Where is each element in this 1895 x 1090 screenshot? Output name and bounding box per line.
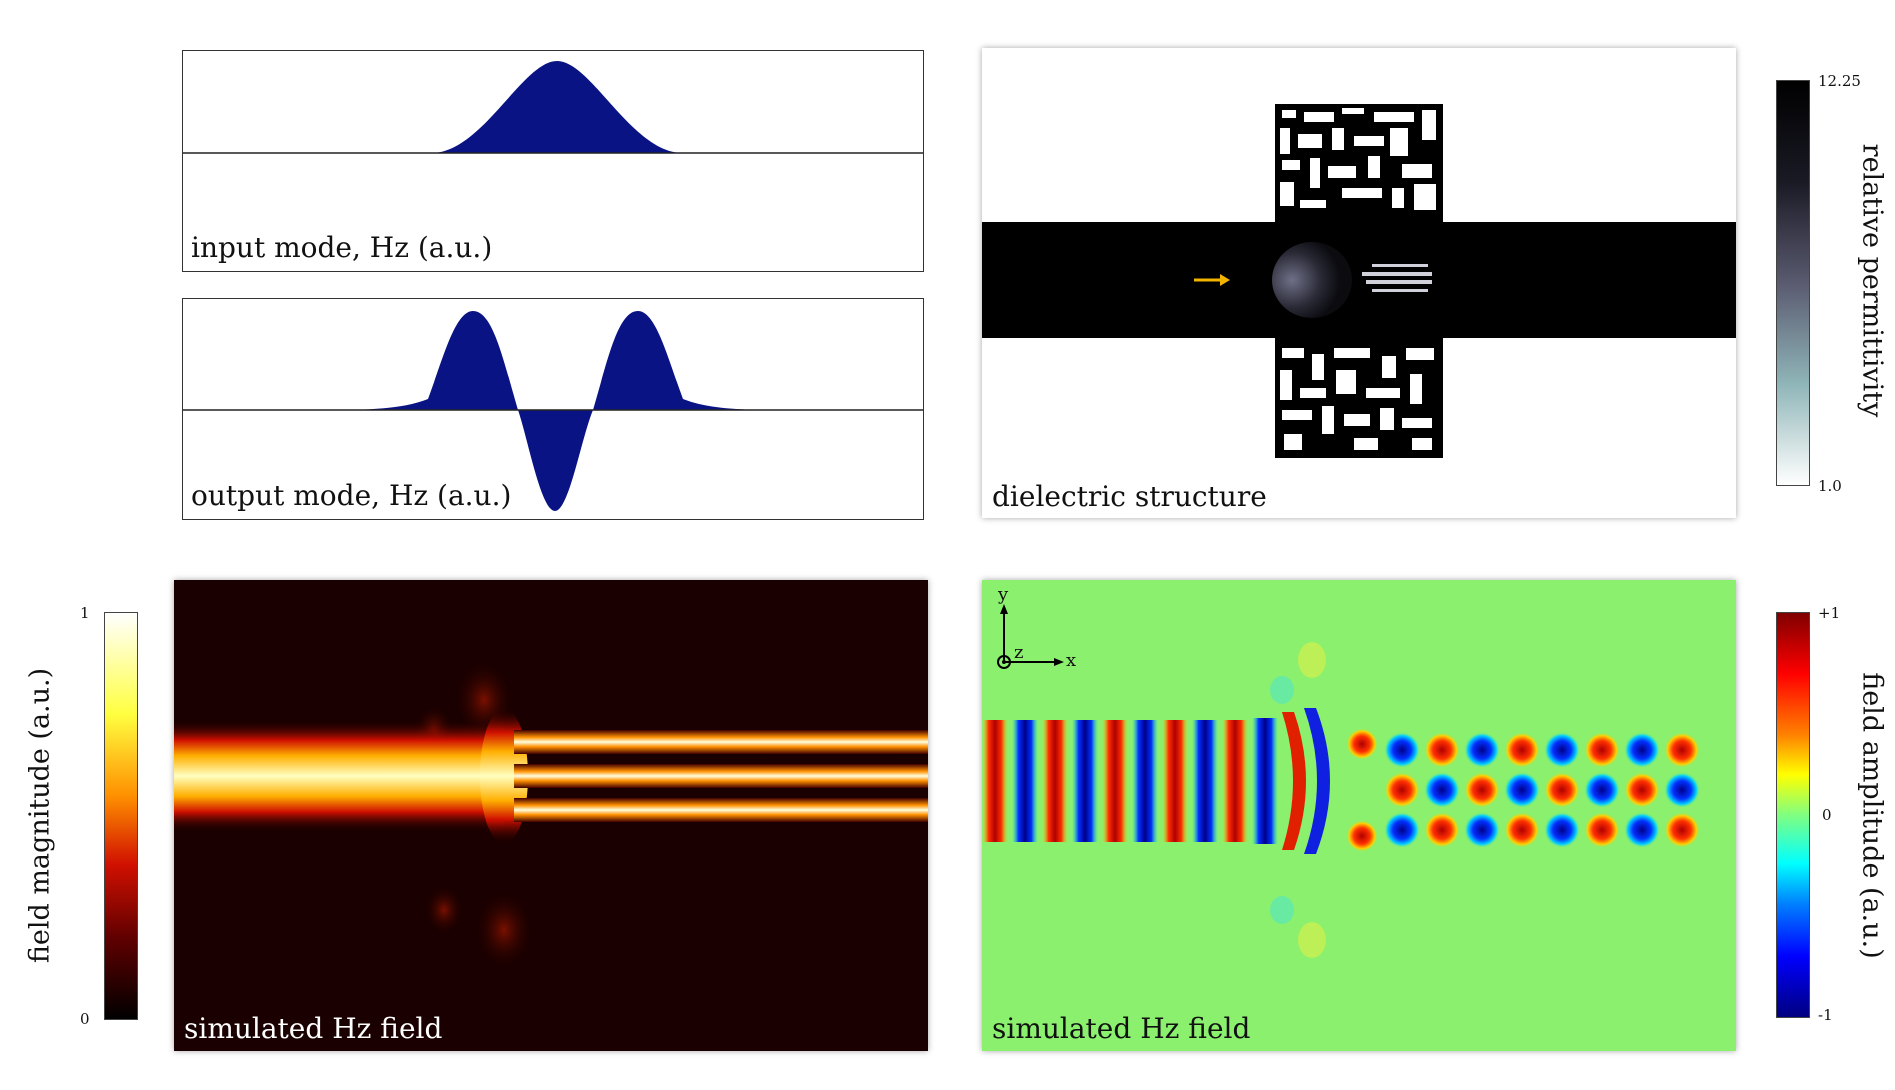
dielectric-structure-plot xyxy=(982,104,1736,458)
magnitude-output-line-bottom xyxy=(514,798,928,822)
amplitude-colorbar-title: field amplitude (a.u.) xyxy=(1856,672,1888,959)
dielectric-structure-label: dielectric structure xyxy=(992,480,1267,513)
magnitude-output-line-top xyxy=(514,730,928,754)
axis-indicator xyxy=(997,604,1064,669)
output-mode-plot xyxy=(183,311,923,511)
field-amplitude-label: simulated Hz field xyxy=(992,1012,1251,1045)
amplitude-output-lobes xyxy=(1346,728,1700,852)
permittivity-min-label: 1.0 xyxy=(1818,477,1842,495)
input-mode-panel: input mode, Hz (a.u.) xyxy=(182,50,924,272)
magnitude-min-label: 0 xyxy=(80,1010,90,1028)
amplitude-max-label: +1 xyxy=(1818,604,1841,622)
axis-label-z: z xyxy=(1014,642,1024,663)
field-magnitude-plot xyxy=(174,660,928,970)
permittivity-colorbar xyxy=(1776,80,1810,486)
output-mode-curve xyxy=(353,311,758,511)
amplitude-colorbar xyxy=(1776,612,1810,1018)
amplitude-input-wave xyxy=(982,708,1330,854)
magnitude-output-line-mid xyxy=(514,764,928,788)
amplitude-mid-label: 0 xyxy=(1822,806,1832,824)
input-mode-label: input mode, Hz (a.u.) xyxy=(191,231,493,264)
output-mode-panel: output mode, Hz (a.u.) xyxy=(182,298,924,520)
field-amplitude-panel: y z x simulated Hz field xyxy=(982,580,1736,1051)
input-arrow xyxy=(1194,274,1230,286)
axis-label-y: y xyxy=(998,584,1009,605)
permittivity-colorbar-title: relative permittivity xyxy=(1856,143,1888,418)
field-magnitude-panel: simulated Hz field xyxy=(174,580,928,1051)
axis-label-x: x xyxy=(1066,650,1077,671)
input-mode-curve xyxy=(183,61,923,153)
amplitude-min-label: -1 xyxy=(1818,1006,1833,1024)
magnitude-colorbar xyxy=(104,612,138,1020)
dielectric-structure-panel: dielectric structure xyxy=(982,48,1736,518)
permittivity-max-label: 12.25 xyxy=(1818,72,1861,90)
design-region xyxy=(1272,104,1443,458)
magnitude-input-beam xyxy=(174,720,504,832)
input-mode-plot xyxy=(183,61,923,154)
output-mode-label: output mode, Hz (a.u.) xyxy=(191,479,512,512)
magnitude-colorbar-title: field magnitude (a.u.) xyxy=(24,667,56,964)
field-amplitude-plot xyxy=(982,604,1700,958)
field-magnitude-label: simulated Hz field xyxy=(184,1012,443,1045)
magnitude-max-label: 1 xyxy=(80,604,90,622)
